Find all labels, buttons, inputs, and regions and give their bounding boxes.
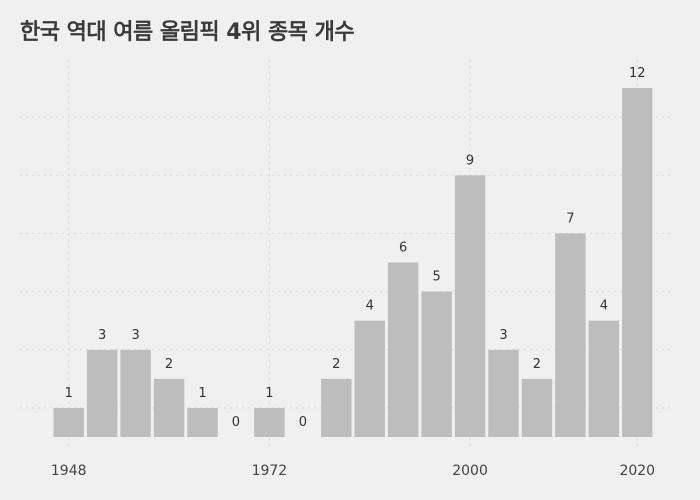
bar bbox=[454, 175, 486, 437]
bar bbox=[588, 320, 620, 437]
data-label: 2 bbox=[165, 357, 173, 372]
data-label: 4 bbox=[366, 299, 374, 314]
x-tick-label: 2000 bbox=[452, 463, 488, 479]
data-label: 5 bbox=[432, 270, 440, 285]
bar bbox=[187, 407, 218, 437]
bar bbox=[488, 349, 519, 437]
bar bbox=[321, 378, 352, 437]
data-label: 0 bbox=[232, 415, 240, 430]
data-label: 3 bbox=[98, 328, 106, 343]
bar bbox=[153, 378, 185, 437]
bar bbox=[521, 378, 553, 437]
x-tick-label: 2020 bbox=[619, 463, 655, 479]
bar bbox=[254, 407, 285, 437]
data-label: 1 bbox=[198, 386, 206, 401]
bar bbox=[387, 262, 419, 437]
data-label: 6 bbox=[399, 241, 407, 256]
data-label: 7 bbox=[566, 211, 574, 226]
data-label: 0 bbox=[299, 415, 307, 430]
data-label: 4 bbox=[600, 299, 608, 314]
data-label: 3 bbox=[499, 328, 507, 343]
bar bbox=[421, 291, 452, 437]
data-label: 2 bbox=[533, 357, 541, 372]
data-label: 12 bbox=[629, 66, 646, 81]
chart-title: 한국 역대 여름 올림픽 4위 종목 개수 bbox=[20, 20, 355, 45]
data-label: 1 bbox=[265, 386, 273, 401]
x-tick-label: 1972 bbox=[252, 463, 288, 479]
data-label: 1 bbox=[65, 386, 73, 401]
data-label: 9 bbox=[466, 153, 474, 168]
bar bbox=[120, 349, 151, 437]
bar bbox=[622, 88, 653, 437]
bar bbox=[354, 320, 385, 437]
bar bbox=[53, 407, 84, 437]
bar bbox=[555, 233, 586, 437]
data-label: 3 bbox=[131, 328, 139, 343]
data-label: 2 bbox=[332, 357, 340, 372]
x-tick-label: 1948 bbox=[51, 463, 87, 479]
bar bbox=[86, 349, 118, 437]
